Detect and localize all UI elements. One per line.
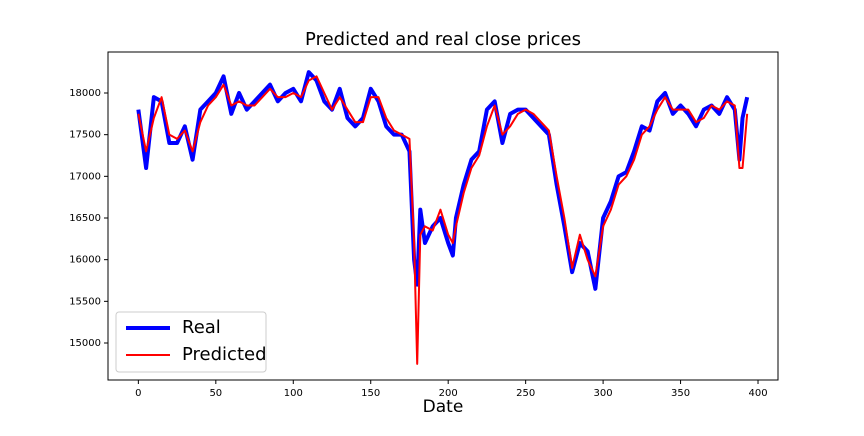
legend-label: Real (182, 317, 221, 338)
x-tick-label: 200 (439, 388, 458, 399)
line-series (137, 75, 749, 365)
chart-title: Predicted and real close prices (305, 29, 581, 50)
x-tick-label: 350 (671, 388, 690, 399)
y-tick-label: 15500 (69, 296, 101, 307)
y-tick-label: 15000 (69, 338, 101, 349)
plot-frame (107, 51, 779, 381)
y-tick-label: 17500 (69, 130, 101, 141)
y-tick-label: 17000 (69, 171, 101, 182)
legend: Real Predicted (115, 311, 267, 373)
x-tick-label: 300 (594, 388, 613, 399)
line-series (136, 70, 750, 291)
x-tick-label: 0 (135, 388, 141, 399)
x-tick-label: 50 (209, 388, 222, 399)
x-tick-label: 100 (284, 388, 303, 399)
legend-label: Predicted (182, 344, 267, 365)
y-tick-label: 18000 (69, 88, 101, 99)
y-tick-label: 16000 (69, 255, 101, 266)
x-axis-label: Date (423, 397, 464, 417)
x-tick-label: 250 (516, 388, 535, 399)
x-tick-label: 400 (748, 388, 767, 399)
y-tick-label: 16500 (69, 213, 101, 224)
x-tick-label: 150 (361, 388, 380, 399)
